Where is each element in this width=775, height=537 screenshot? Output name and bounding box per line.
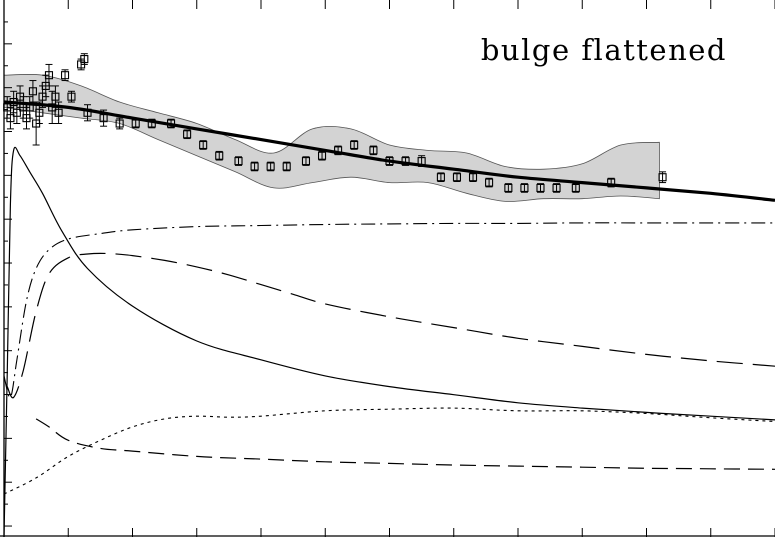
data-point [167, 118, 176, 129]
data-point [115, 117, 124, 130]
data-point [607, 177, 616, 188]
point-marker [115, 119, 124, 128]
point-marker [607, 178, 616, 187]
point-marker [282, 162, 291, 171]
point-marker [234, 157, 243, 166]
data-point [234, 156, 243, 166]
data-point [468, 172, 478, 183]
data-point [44, 63, 54, 87]
data-point [199, 140, 208, 150]
data-point [401, 156, 410, 166]
point-marker [536, 183, 545, 192]
point-marker [520, 183, 529, 192]
data-point [60, 69, 70, 82]
series-line-short-dash [35, 418, 775, 470]
point-marker [44, 71, 54, 80]
point-marker [658, 173, 667, 182]
point-marker [51, 92, 60, 101]
point-marker [80, 55, 89, 64]
point-marker [317, 151, 327, 160]
point-marker [25, 103, 34, 112]
band-area [3, 74, 660, 202]
point-marker [250, 162, 259, 171]
data-point [504, 183, 513, 193]
point-marker [369, 146, 378, 155]
point-marker [504, 183, 513, 192]
point-marker [301, 157, 311, 166]
point-marker [485, 178, 494, 187]
data-point [54, 101, 63, 125]
point-marker [436, 173, 445, 182]
data-point [99, 109, 108, 127]
data-point [12, 101, 21, 125]
point-marker [385, 157, 394, 166]
point-marker [54, 108, 63, 117]
point-marker [215, 151, 224, 160]
point-marker [35, 108, 44, 117]
series-line-dotted [3, 407, 775, 495]
point-marker [350, 140, 359, 150]
point-marker [167, 119, 176, 128]
point-marker [12, 108, 21, 117]
data-point [282, 161, 291, 172]
data-point [35, 101, 44, 125]
data-point [83, 104, 92, 122]
point-marker [417, 157, 426, 166]
point-marker [60, 71, 70, 80]
series-line-dash-dot [3, 222, 775, 398]
point-marker [552, 183, 561, 192]
point-marker [571, 183, 580, 192]
data-point [552, 183, 561, 193]
point-marker [6, 114, 15, 123]
point-marker [468, 173, 478, 182]
point-marker [199, 140, 208, 150]
data-point [436, 172, 445, 183]
series-line-long-dash [6, 252, 775, 399]
data-point [67, 90, 76, 103]
data-point [147, 118, 156, 129]
data-point [183, 129, 192, 140]
data-point [520, 183, 529, 193]
data-point [301, 156, 311, 166]
point-marker [83, 108, 92, 117]
data-point [658, 171, 667, 184]
data-point [369, 145, 378, 156]
point-marker [147, 119, 156, 128]
data-point [28, 80, 37, 103]
point-marker [334, 146, 343, 155]
data-point [350, 140, 359, 150]
data-point [80, 53, 89, 65]
data-point [485, 177, 494, 188]
data-point [317, 150, 327, 161]
point-marker [452, 173, 462, 182]
data-point [25, 96, 34, 119]
point-marker [266, 162, 275, 171]
data-point [215, 150, 224, 161]
data-point [266, 161, 275, 172]
data-point [417, 155, 426, 167]
data-point [131, 118, 140, 129]
point-marker [67, 92, 76, 101]
point-marker [28, 87, 37, 96]
data-point [250, 161, 259, 172]
data-point [536, 183, 545, 193]
data-point [6, 106, 15, 130]
data-points [3, 53, 667, 193]
point-marker [131, 119, 140, 128]
chart-title: bulge flattened [481, 33, 727, 67]
point-marker [401, 157, 410, 166]
data-point [452, 172, 462, 183]
point-marker [183, 130, 192, 139]
data-point [51, 85, 60, 108]
series-line-thin-solid [3, 146, 775, 537]
axis-ticks [4, 0, 775, 537]
data-point [334, 145, 343, 156]
point-marker [99, 114, 108, 123]
data-point [571, 183, 580, 193]
uncertainty-band [3, 74, 660, 202]
data-point [385, 156, 394, 166]
